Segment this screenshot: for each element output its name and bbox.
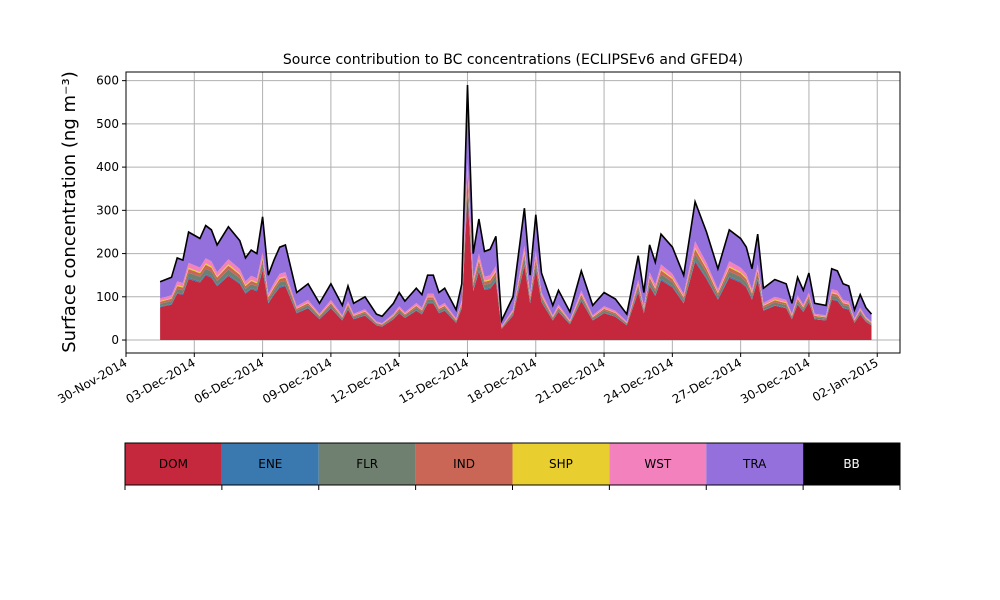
- legend-swatch-tra: [706, 443, 804, 485]
- chart-title: Source contribution to BC concentrations…: [283, 52, 743, 68]
- legend-label-shp: SHP: [549, 457, 573, 471]
- x-tick-label: 12-Dec-2014: [328, 355, 402, 406]
- y-tick-label: 100: [96, 290, 119, 304]
- y-tick-label: 0: [111, 333, 119, 347]
- y-tick-label: 400: [96, 160, 119, 174]
- legend-swatch-flr: [318, 443, 416, 485]
- legend: DOM ENE FLR IND SHP WST TRA BB: [124, 442, 901, 490]
- legend-swatch-ene: [221, 443, 319, 485]
- x-tick-label: 02-Jan-2015: [810, 355, 881, 404]
- legend-label-wst: WST: [644, 457, 671, 471]
- plot-frame: [125, 71, 901, 354]
- x-tick-label: 21-Dec-2014: [533, 355, 607, 406]
- legend-swatch-wst: [609, 443, 707, 485]
- y-tick-label: 500: [96, 117, 119, 131]
- legend-label-dom: DOM: [159, 457, 188, 471]
- legend-label-flr: FLR: [356, 457, 378, 471]
- x-tick-label: 27-Dec-2014: [670, 355, 744, 406]
- legend-label-ind: IND: [453, 457, 475, 471]
- y-axis-ticks: 0 100 200 300 400 500 600: [96, 74, 126, 347]
- legend-swatch-bb: [803, 443, 900, 485]
- x-axis-ticks: 30-Nov-201403-Dec-201406-Dec-201409-Dec-…: [55, 353, 881, 406]
- y-tick-label: 300: [96, 203, 119, 217]
- legend-swatch-shp: [512, 443, 610, 485]
- x-tick-label: 06-Dec-2014: [192, 355, 266, 406]
- x-tick-label: 30-Dec-2014: [738, 355, 812, 406]
- y-tick-label: 600: [96, 74, 119, 88]
- legend-swatch-dom: [125, 443, 222, 485]
- legend-label-ene: ENE: [258, 457, 282, 471]
- legend-swatch-ind: [415, 443, 513, 485]
- y-tick-label: 200: [96, 247, 119, 261]
- x-tick-label: 03-Dec-2014: [124, 355, 198, 406]
- legend-label-bb: BB: [843, 457, 859, 471]
- x-tick-label: 30-Nov-2014: [55, 355, 129, 406]
- x-tick-label: 18-Dec-2014: [465, 355, 539, 406]
- x-tick-label: 15-Dec-2014: [397, 355, 471, 406]
- y-axis-label: Surface concentration (ng m⁻³): [59, 71, 80, 353]
- x-tick-label: 09-Dec-2014: [260, 355, 334, 406]
- x-tick-label: 24-Dec-2014: [602, 355, 676, 406]
- area-dom: [160, 195, 872, 340]
- total-line: [159, 84, 873, 324]
- legend-label-tra: TRA: [742, 457, 767, 471]
- stacked-areas: [160, 85, 872, 340]
